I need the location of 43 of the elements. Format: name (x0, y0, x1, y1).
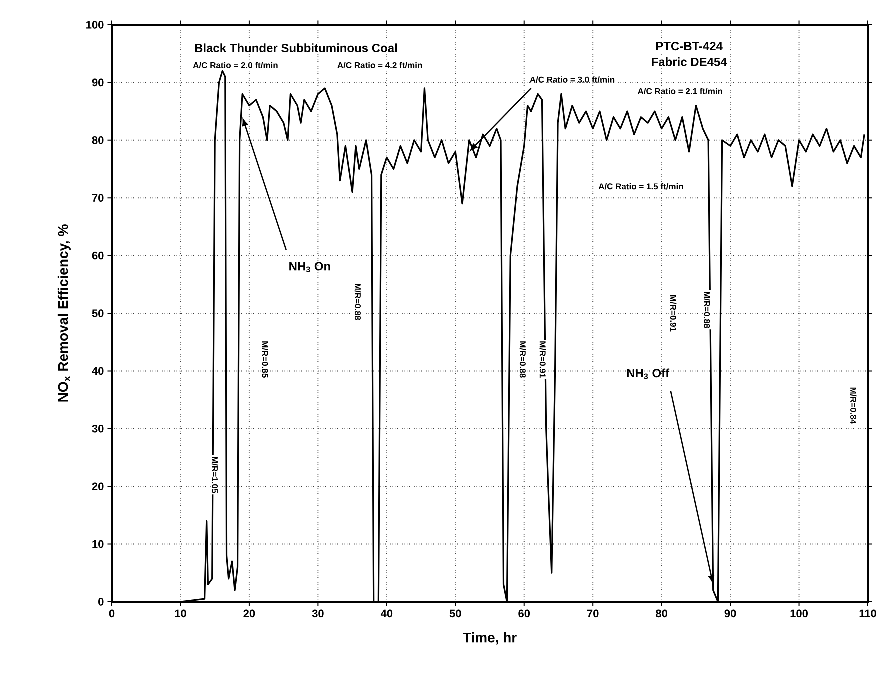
annotation: NH$_{3}$ On (290, 262, 330, 272)
annotation: M/R=0.88 (520, 342, 526, 378)
x-tick-label: 110 (860, 610, 876, 618)
y-tick-label: 10 (92, 540, 104, 548)
x-tick-label: 40 (380, 610, 393, 618)
x-tick-label: 30 (312, 610, 324, 618)
annotation: NH$_{3}$ Off (627, 368, 670, 380)
annotation: M/R=0.88 (704, 292, 710, 328)
y-tick-label: 90 (92, 78, 104, 87)
annotation: M/R=0.91 (670, 296, 677, 332)
x-tick-label: 10 (175, 610, 186, 618)
y-tick-label: 60 (92, 252, 104, 260)
y-tick-label: 80 (92, 136, 104, 144)
x-tick-label: 60 (518, 610, 530, 618)
annotation: Black Thunder Subbituminous Coal (195, 44, 398, 52)
annotation: A/C Ratio = 2.0 ft/min (193, 62, 278, 69)
annotation: A/C Ratio = 4.2 ft/min (338, 62, 422, 69)
y-tick-label: 40 (92, 367, 104, 376)
y-tick-label: 50 (92, 310, 104, 318)
annotation: Fabric DE454 (652, 58, 728, 66)
y-tick-label: 20 (92, 482, 104, 490)
annotation: A/C Ratio = 3.0 ft/min (530, 76, 615, 83)
x-axis-title: Time, hr (463, 632, 517, 645)
y-tick-label: 30 (92, 424, 104, 433)
y-tick-label: 70 (92, 194, 104, 202)
annotation: M/R=0.85 (262, 342, 268, 378)
annotation: A/C Ratio = 1.5 ft/min (598, 183, 684, 190)
y-axis-title: NO$_{x}$ Removal Efficiency, % (58, 224, 71, 402)
y-tick-label: 100 (86, 21, 104, 29)
annotation: M/R=1.05 (212, 457, 218, 494)
x-tick-label: 50 (450, 610, 462, 618)
annotation: A/C Ratio = 2.1 ft/min (638, 88, 722, 95)
x-tick-label: 20 (244, 610, 256, 618)
x-tick-label: 90 (724, 610, 736, 618)
annotation: PTC-BT-424 (656, 42, 723, 51)
annotation: M/R=0.84 (850, 388, 857, 424)
x-tick-label: 80 (656, 610, 668, 618)
x-tick-label: 70 (587, 610, 599, 618)
x-tick-label: 0 (109, 610, 115, 618)
annotation: M/R=0.88 (354, 284, 362, 320)
y-tick-label: 0 (98, 598, 104, 606)
annotation: M/R=0.91 (540, 342, 546, 378)
x-tick-label: 100 (790, 610, 808, 618)
